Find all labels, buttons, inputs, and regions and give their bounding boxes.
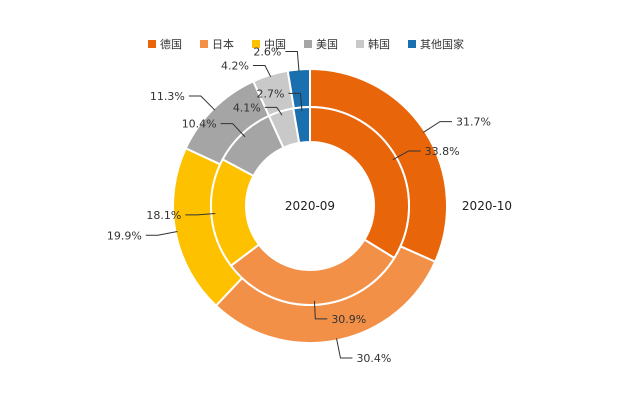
legend-swatch (304, 40, 312, 48)
outer-label-cat-5: 2.6% (253, 46, 281, 59)
ring-names: 2020-09 2020-10 (285, 199, 512, 213)
outer-leader-cat-5 (285, 51, 300, 72)
inner-leader-cat-3 (220, 123, 246, 138)
legend-item-cat-2[interactable]: 中国 (252, 38, 286, 51)
inner-leader-cat-2 (185, 212, 216, 216)
inner-label-cat-0: 33.8% (425, 145, 460, 158)
legend-label: 美国 (316, 38, 338, 51)
outer-leader-cat-4 (252, 65, 272, 78)
outer-leader-cat-3 (188, 95, 216, 111)
inner-label-cat-1: 30.9% (331, 313, 366, 326)
legend-swatch (356, 40, 364, 48)
legend-item-cat-5[interactable]: 其他国家 (408, 37, 464, 51)
inner-label-cat-2: 18.1% (146, 209, 181, 222)
legend-swatch (252, 40, 260, 48)
legend-item-cat-4[interactable]: 韩国 (356, 37, 390, 51)
legend-swatch (408, 40, 416, 48)
legend-item-cat-0[interactable]: 德国 (148, 37, 182, 51)
legend-label: 日本 (212, 37, 234, 51)
inner-slice-cat-5[interactable] (292, 105, 311, 145)
legend: 德国 日本 中国 美国 韩国 其他国家 (148, 37, 464, 51)
outer-label-cat-0: 31.7% (456, 116, 491, 129)
legend-item-cat-1[interactable]: 日本 (200, 37, 234, 51)
legend-swatch (148, 40, 156, 48)
inner-ring (210, 105, 410, 306)
inner-slice-cat-0[interactable] (309, 105, 410, 260)
outer-leader-cat-1 (336, 338, 353, 359)
inner-label-cat-5: 2.7% (256, 87, 284, 100)
legend-label: 中国 (264, 38, 286, 51)
outer-leader-cat-2 (145, 230, 178, 236)
legend-swatch (200, 40, 208, 48)
inner-ring-name: 2020-09 (285, 199, 335, 213)
outer-label-cat-1: 30.4% (356, 352, 391, 365)
legend-item-cat-3[interactable]: 美国 (304, 38, 338, 51)
inner-label-cat-4: 4.1% (233, 101, 261, 114)
outer-leader-cat-0 (422, 121, 452, 133)
inner-slice-cat-1[interactable] (229, 238, 396, 306)
inner-leader-cat-4 (264, 106, 283, 116)
legend-label: 韩国 (368, 37, 390, 51)
legend-label: 其他国家 (420, 37, 464, 51)
data-labels: 31.7% 30.4% 19.9% 11.3% 4.2% 2.6% 33.8% 30.9% 18… (107, 46, 491, 365)
outer-label-cat-2: 19.9% (107, 229, 142, 242)
outer-label-cat-3: 11.3% (150, 90, 185, 103)
outer-ring-name: 2020-10 (462, 199, 512, 213)
inner-leader-cat-1 (313, 300, 328, 320)
inner-leader-cat-5 (288, 92, 303, 112)
outer-label-cat-4: 4.2% (221, 60, 249, 73)
inner-leader-cat-0 (392, 150, 421, 161)
inner-label-cat-3: 10.4% (182, 118, 217, 131)
legend-label: 德国 (160, 37, 182, 51)
leader-lines (145, 51, 452, 359)
